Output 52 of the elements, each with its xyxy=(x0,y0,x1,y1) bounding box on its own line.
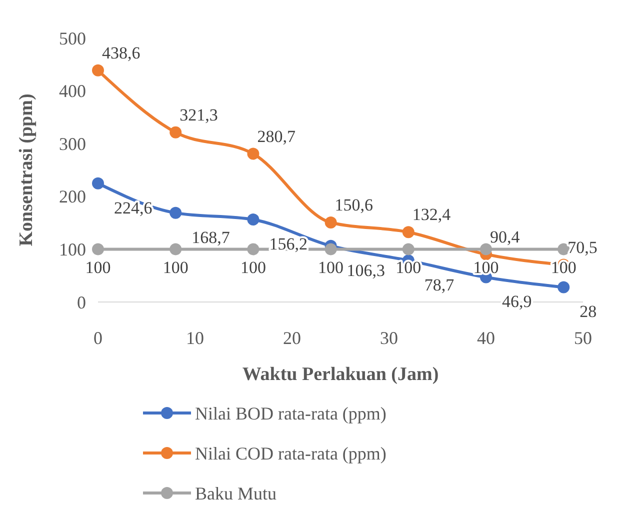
x-axis-title: Waktu Perlakuan (Jam) xyxy=(242,364,439,385)
x-tick-label: 10 xyxy=(186,328,204,348)
data-label: 28 xyxy=(580,302,597,322)
data-label: 438,6 xyxy=(102,43,140,62)
point xyxy=(324,243,337,256)
y-axis-title: Konsentrasi (ppm) xyxy=(16,94,37,246)
point xyxy=(480,243,492,256)
point xyxy=(247,214,260,226)
data-label: 100 xyxy=(162,258,188,278)
data-label: 100 xyxy=(240,258,266,278)
y-tick-label: 300 xyxy=(59,134,86,154)
data-label: 100 xyxy=(473,258,499,278)
data-label: 168,7 xyxy=(192,228,230,247)
data-label: 70,5 xyxy=(568,238,598,257)
data-label: 150,6 xyxy=(334,195,374,214)
data-label: 46,9 xyxy=(502,292,532,312)
data-label: 156,2 xyxy=(269,234,308,254)
data-label: 321,3 xyxy=(180,105,218,124)
legend-label: Baku Mutu xyxy=(195,483,277,504)
point xyxy=(402,243,414,256)
y-tick-label: 400 xyxy=(59,81,86,102)
y-tick-label: 200 xyxy=(59,186,86,207)
point xyxy=(558,281,570,294)
data-label: 100 xyxy=(85,258,111,278)
point xyxy=(247,148,260,160)
x-tick-label: 50 xyxy=(574,328,592,348)
y-tick-label: 0 xyxy=(77,292,86,312)
point xyxy=(92,64,104,76)
x-tick-label: 0 xyxy=(94,328,102,348)
data-label: 224,6 xyxy=(114,198,152,218)
point xyxy=(324,216,337,228)
point xyxy=(170,206,182,219)
x-tick-label: 30 xyxy=(380,328,398,348)
data-label: 100 xyxy=(318,258,344,278)
data-label: 132,4 xyxy=(412,205,452,224)
x-tick-label: 40 xyxy=(477,328,495,348)
legend-label: Nilai COD rata-rata (ppm) xyxy=(195,443,386,464)
data-label: 280,7 xyxy=(257,126,296,146)
y-tick-label: 500 xyxy=(59,28,86,48)
point xyxy=(170,126,182,138)
point xyxy=(247,243,260,256)
data-label: 100 xyxy=(396,258,422,278)
x-tick-label: 20 xyxy=(283,328,301,348)
point xyxy=(402,226,414,238)
point xyxy=(92,243,104,256)
point xyxy=(170,243,182,256)
legend-label: Nilai BOD rata-rata (ppm) xyxy=(195,403,386,424)
data-label: 106,3 xyxy=(346,260,386,280)
data-label: 78,7 xyxy=(424,275,455,294)
point xyxy=(92,177,104,190)
y-tick-label: 100 xyxy=(59,240,86,260)
data-label: 90,4 xyxy=(490,227,520,246)
